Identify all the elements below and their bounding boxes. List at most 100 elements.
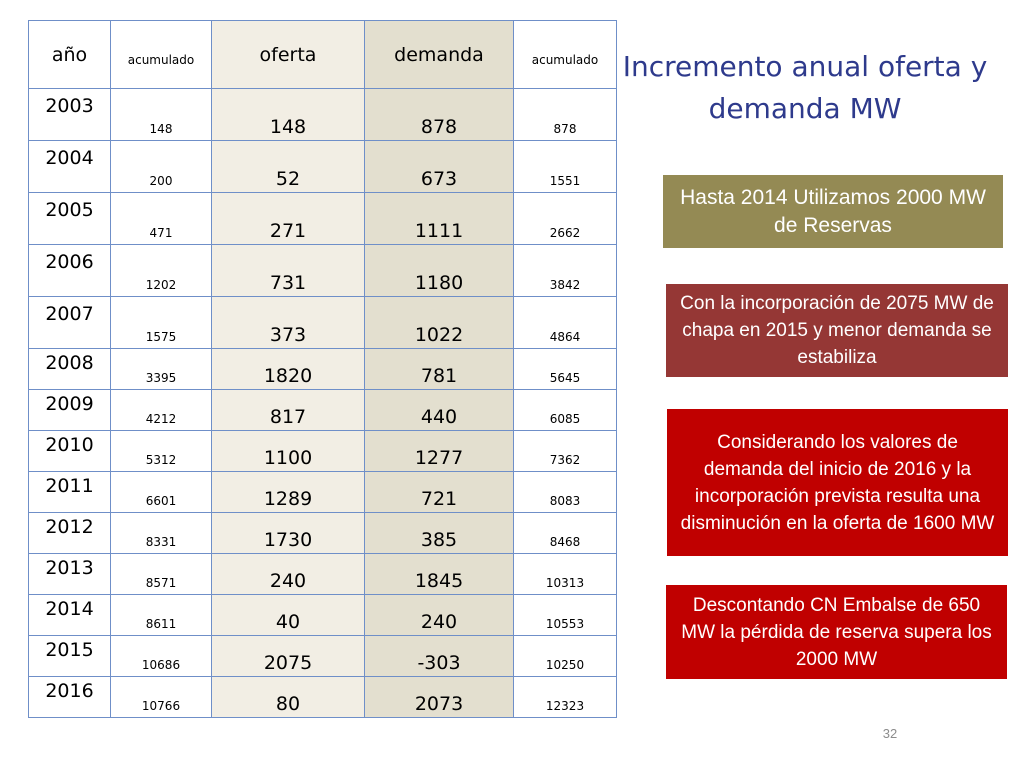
note-reserve-loss: Descontando CN Embalse de 650 MW la pérd…	[666, 585, 1007, 679]
cell-acumulado-oferta: 3395	[110, 348, 212, 390]
cell-demanda: -303	[364, 635, 514, 677]
cell-year: 2013	[28, 553, 111, 595]
cell-demanda: 721	[364, 471, 514, 513]
note-reserves-used: Hasta 2014 Utilizamos 2000 MW de Reserva…	[663, 175, 1003, 248]
note-stabilizes-text: Con la incorporación de 2075 MW de chapa…	[680, 293, 994, 368]
cell-acumulado-demanda: 3842	[513, 244, 617, 297]
cell-acumulado-demanda: 4864	[513, 296, 617, 349]
table-row: 2012 8331 1730 385 8468	[28, 512, 617, 554]
cell-oferta: 1100	[211, 430, 365, 472]
table-row: 2008 3395 1820 781 5645	[28, 348, 617, 390]
cell-acumulado-demanda: 1551	[513, 140, 617, 193]
cell-year: 2015	[28, 635, 111, 677]
cell-oferta: 731	[211, 244, 365, 297]
cell-acumulado-demanda: 10553	[513, 594, 617, 636]
cell-acumulado-oferta: 148	[110, 88, 212, 141]
cell-year: 2012	[28, 512, 111, 554]
note-reserves-used-text: Hasta 2014 Utilizamos 2000 MW de Reserva…	[680, 185, 986, 237]
cell-oferta: 1730	[211, 512, 365, 554]
cell-demanda: 240	[364, 594, 514, 636]
cell-acumulado-oferta: 10766	[110, 676, 212, 718]
note-supply-decrease-text: Considerando los valores de demanda del …	[680, 431, 995, 534]
slide-title: Incremento anual oferta y demanda MW	[622, 50, 988, 125]
cell-year: 2008	[28, 348, 111, 390]
cell-demanda: 1111	[364, 192, 514, 245]
table-row: 2014 8611 40 240 10553	[28, 594, 617, 636]
cell-year: 2009	[28, 389, 111, 431]
table-row: 2011 6601 1289 721 8083	[28, 471, 617, 513]
cell-acumulado-oferta: 5312	[110, 430, 212, 472]
page-number: 32	[882, 726, 898, 741]
table-row: 2009 4212 817 440 6085	[28, 389, 617, 431]
cell-year: 2004	[28, 140, 111, 193]
cell-year: 2006	[28, 244, 111, 297]
note-stabilizes: Con la incorporación de 2075 MW de chapa…	[666, 284, 1008, 377]
table-row: 2015 10686 2075 -303 10250	[28, 635, 617, 677]
cell-acumulado-demanda: 878	[513, 88, 617, 141]
cell-demanda: 781	[364, 348, 514, 390]
cell-acumulado-demanda: 2662	[513, 192, 617, 245]
cell-oferta: 1289	[211, 471, 365, 513]
cell-oferta: 271	[211, 192, 365, 245]
cell-acumulado-oferta: 8571	[110, 553, 212, 595]
cell-acumulado-oferta: 200	[110, 140, 212, 193]
cell-oferta: 148	[211, 88, 365, 141]
header-year: año	[28, 20, 111, 89]
table-row: 2007 1575 373 1022 4864	[28, 296, 617, 349]
header-oferta: oferta	[211, 20, 365, 89]
cell-demanda: 878	[364, 88, 514, 141]
cell-year: 2014	[28, 594, 111, 636]
cell-demanda: 1180	[364, 244, 514, 297]
cell-acumulado-demanda: 12323	[513, 676, 617, 718]
table-row: 2004 200 52 673 1551	[28, 140, 617, 193]
cell-demanda: 1845	[364, 553, 514, 595]
table-body: 2003 148 148 878 878 2004 200 52 673 1551 2005 471 2…	[28, 88, 617, 718]
header-demanda: demanda	[364, 20, 514, 89]
cell-acumulado-demanda: 10313	[513, 553, 617, 595]
cell-year: 2011	[28, 471, 111, 513]
header-acumulado-oferta: acumulado	[110, 20, 212, 89]
cell-demanda: 440	[364, 389, 514, 431]
table-row: 2003 148 148 878 878	[28, 88, 617, 141]
header-acumulado-demanda: acumulado	[513, 20, 617, 89]
cell-acumulado-oferta: 10686	[110, 635, 212, 677]
cell-oferta: 2075	[211, 635, 365, 677]
cell-acumulado-demanda: 10250	[513, 635, 617, 677]
cell-year: 2010	[28, 430, 111, 472]
cell-oferta: 1820	[211, 348, 365, 390]
cell-acumulado-oferta: 1202	[110, 244, 212, 297]
cell-acumulado-oferta: 1575	[110, 296, 212, 349]
supply-demand-table: año acumulado oferta demanda acumulado 2…	[28, 20, 617, 718]
cell-acumulado-oferta: 471	[110, 192, 212, 245]
cell-oferta: 52	[211, 140, 365, 193]
cell-acumulado-demanda: 8468	[513, 512, 617, 554]
cell-demanda: 673	[364, 140, 514, 193]
cell-acumulado-oferta: 4212	[110, 389, 212, 431]
cell-demanda: 385	[364, 512, 514, 554]
cell-acumulado-demanda: 5645	[513, 348, 617, 390]
cell-acumulado-oferta: 6601	[110, 471, 212, 513]
cell-oferta: 817	[211, 389, 365, 431]
cell-year: 2003	[28, 88, 111, 141]
cell-acumulado-demanda: 7362	[513, 430, 617, 472]
cell-oferta: 373	[211, 296, 365, 349]
cell-year: 2007	[28, 296, 111, 349]
cell-acumulado-oferta: 8331	[110, 512, 212, 554]
cell-year: 2016	[28, 676, 111, 718]
table-row: 2006 1202 731 1180 3842	[28, 244, 617, 297]
cell-demanda: 1022	[364, 296, 514, 349]
cell-demanda: 2073	[364, 676, 514, 718]
note-supply-decrease: Considerando los valores de demanda del …	[667, 409, 1008, 556]
note-reserve-loss-text: Descontando CN Embalse de 650 MW la pérd…	[681, 594, 992, 670]
cell-acumulado-demanda: 8083	[513, 471, 617, 513]
cell-demanda: 1277	[364, 430, 514, 472]
cell-year: 2005	[28, 192, 111, 245]
table-row: 2005 471 271 1111 2662	[28, 192, 617, 245]
table-header-row: año acumulado oferta demanda acumulado	[28, 20, 617, 89]
table-row: 2013 8571 240 1845 10313	[28, 553, 617, 595]
cell-acumulado-oferta: 8611	[110, 594, 212, 636]
cell-oferta: 240	[211, 553, 365, 595]
table-row: 2010 5312 1100 1277 7362	[28, 430, 617, 472]
table-row: 2016 10766 80 2073 12323	[28, 676, 617, 718]
cell-acumulado-demanda: 6085	[513, 389, 617, 431]
